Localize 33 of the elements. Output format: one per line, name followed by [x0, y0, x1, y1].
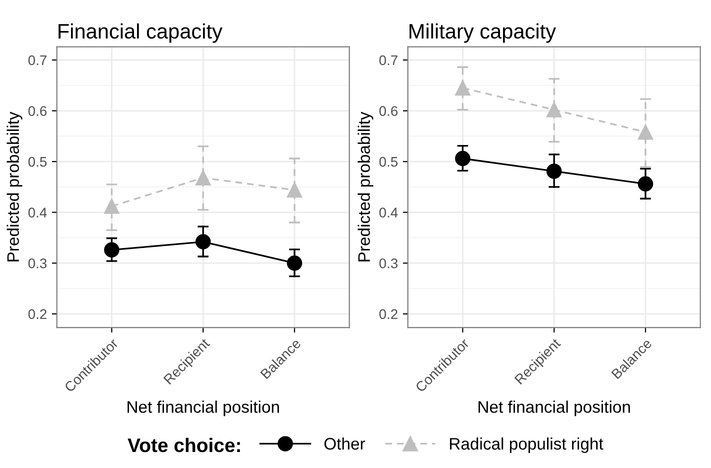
point	[195, 170, 211, 186]
y-tick-label: 0.6	[28, 106, 47, 116]
x-axis-title: Net financial position	[128, 400, 279, 416]
y-tick-label: 0.4	[28, 208, 47, 218]
point	[638, 124, 654, 140]
y-tick-label: 0.5	[379, 156, 398, 167]
point	[455, 150, 470, 166]
y-tick-label: 0.7	[379, 55, 398, 66]
chart-title: Financial capacity	[58, 23, 222, 43]
y-tick-label: 0.3	[28, 258, 47, 268]
point	[286, 255, 302, 271]
legend-title: Vote choice:	[128, 438, 240, 452]
y-tick-label: 0.7	[28, 55, 46, 66]
point	[195, 234, 211, 250]
point	[455, 80, 470, 96]
point	[104, 242, 120, 258]
y-tick-label: 0.5	[28, 156, 47, 167]
point	[546, 102, 562, 118]
y-axis-title: Predicted probability	[358, 112, 374, 262]
y-tick-label: 0.6	[379, 106, 398, 116]
point	[104, 198, 120, 214]
chart-title: Military capacity	[410, 23, 556, 43]
legend-label: Other	[324, 437, 366, 450]
x-axis-title: Net financial position	[478, 400, 630, 416]
point	[546, 164, 562, 179]
y-tick-label: 0.3	[379, 258, 398, 268]
y-tick-label: 0.2	[28, 309, 46, 320]
y-tick-label: 0.4	[379, 208, 398, 218]
legend-label: Radical populist right	[450, 437, 604, 453]
point	[638, 176, 654, 192]
y-axis-title: Predicted probability	[6, 112, 22, 262]
point	[286, 182, 302, 198]
y-tick-label: 0.2	[379, 309, 398, 320]
